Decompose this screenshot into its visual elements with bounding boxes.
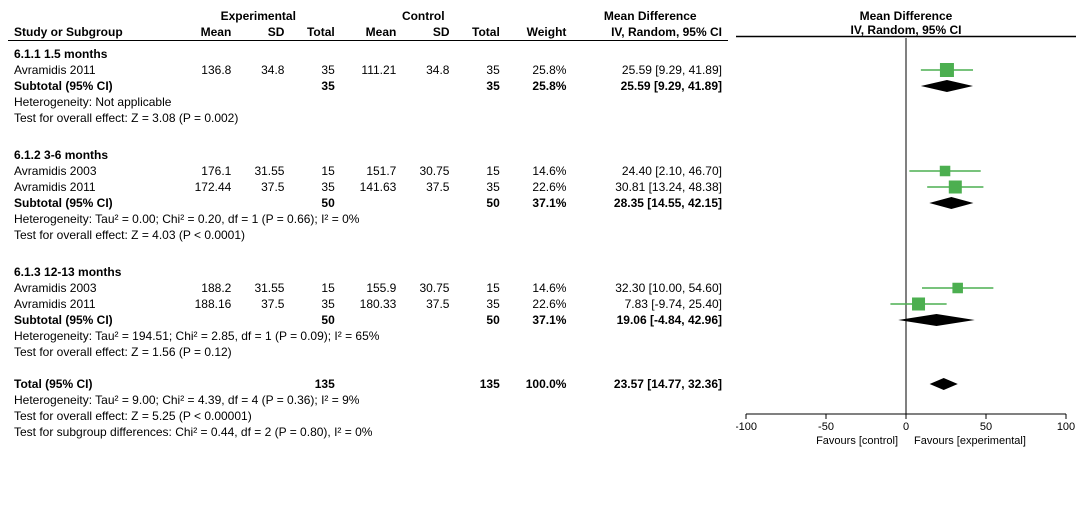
summary-diamond bbox=[921, 80, 973, 92]
study-row: Avramidis 2003176.131.5515151.730.751514… bbox=[8, 163, 728, 179]
footer-subgroup-diff: Test for subgroup differences: Chi² = 0.… bbox=[8, 424, 728, 440]
svg-text:0: 0 bbox=[903, 421, 909, 433]
svg-text:100: 100 bbox=[1057, 421, 1075, 433]
study-marker bbox=[949, 180, 962, 193]
header-ctl-mean: Mean bbox=[341, 24, 403, 41]
forest-plot: Mean DifferenceIV, Random, 95% CI -100 -50… bbox=[736, 8, 1076, 454]
study-marker bbox=[940, 166, 951, 177]
header-mean-diff: Mean Difference bbox=[572, 8, 728, 24]
forest-header-ivr: IV, Random, 95% CI bbox=[851, 23, 962, 37]
header-exp-mean: Mean bbox=[176, 24, 238, 41]
header-exp-total: Total bbox=[290, 24, 340, 41]
study-row: Avramidis 2011136.834.835111.2134.83525.… bbox=[8, 62, 728, 78]
overall-effect-text: Test for overall effect: Z = 4.03 (P < 0… bbox=[8, 227, 728, 243]
summary-diamond bbox=[929, 197, 973, 209]
favours-control-label: Favours [control] bbox=[816, 435, 898, 447]
data-table: ExperimentalControl Mean Difference Study … bbox=[8, 8, 728, 440]
svg-text:-50: -50 bbox=[818, 421, 834, 433]
study-marker bbox=[940, 63, 954, 77]
forest-header-md: Mean Difference bbox=[860, 9, 953, 23]
subgroup-title: 6.1.1 1.5 months bbox=[8, 41, 728, 63]
header-control: Control bbox=[341, 8, 506, 24]
overall-effect-text: Test for overall effect: Z = 3.08 (P = 0… bbox=[8, 110, 728, 126]
subtotal-row: Subtotal (95% CI)353525.8%25.59 [9.29, 4… bbox=[8, 78, 728, 94]
subtotal-row: Subtotal (95% CI)505037.1%19.06 [-4.84, … bbox=[8, 312, 728, 328]
footer-overall-effect: Test for overall effect: Z = 5.25 (P < 0… bbox=[8, 408, 728, 424]
footer-heterogeneity: Heterogeneity: Tau² = 9.00; Chi² = 4.39,… bbox=[8, 392, 728, 408]
subgroup-title: 6.1.2 3-6 months bbox=[8, 142, 728, 163]
summary-diamond bbox=[898, 314, 974, 326]
total-row: Total (95% CI)135135100.0%23.57 [14.77, … bbox=[8, 376, 728, 392]
header-ctl-total: Total bbox=[455, 24, 505, 41]
study-row: Avramidis 2011188.1637.535180.3337.53522… bbox=[8, 296, 728, 312]
overall-effect-text: Test for overall effect: Z = 1.56 (P = 0… bbox=[8, 344, 728, 360]
forest-svg: Mean DifferenceIV, Random, 95% CI -100 -50… bbox=[736, 8, 1076, 454]
heterogeneity-text: Heterogeneity: Tau² = 194.51; Chi² = 2.8… bbox=[8, 328, 728, 344]
header-ctl-sd: SD bbox=[402, 24, 455, 41]
study-row: Avramidis 2003188.231.5515155.930.751514… bbox=[8, 280, 728, 296]
header-study: Study or Subgroup bbox=[8, 24, 176, 41]
x-axis: -100 -50 0 50 100 bbox=[736, 414, 1075, 433]
header-weight: Weight bbox=[506, 24, 573, 41]
heterogeneity-text: Heterogeneity: Not applicable bbox=[8, 94, 728, 110]
subgroup-title: 6.1.3 12-13 months bbox=[8, 259, 728, 280]
summary-diamond bbox=[930, 378, 958, 390]
header-exp-sd: SD bbox=[237, 24, 290, 41]
subtotal-row: Subtotal (95% CI)505037.1%28.35 [14.55, … bbox=[8, 195, 728, 211]
svg-text:-100: -100 bbox=[736, 421, 757, 433]
study-marker bbox=[912, 297, 925, 310]
svg-text:50: 50 bbox=[980, 421, 992, 433]
study-marker bbox=[952, 283, 963, 294]
header-experimental: Experimental bbox=[176, 8, 341, 24]
header-ivr: IV, Random, 95% CI bbox=[572, 24, 728, 41]
heterogeneity-text: Heterogeneity: Tau² = 0.00; Chi² = 0.20,… bbox=[8, 211, 728, 227]
study-row: Avramidis 2011172.4437.535141.6337.53522… bbox=[8, 179, 728, 195]
forest-plot-container: ExperimentalControl Mean Difference Study … bbox=[8, 8, 1076, 454]
favours-experimental-label: Favours [experimental] bbox=[914, 435, 1026, 447]
